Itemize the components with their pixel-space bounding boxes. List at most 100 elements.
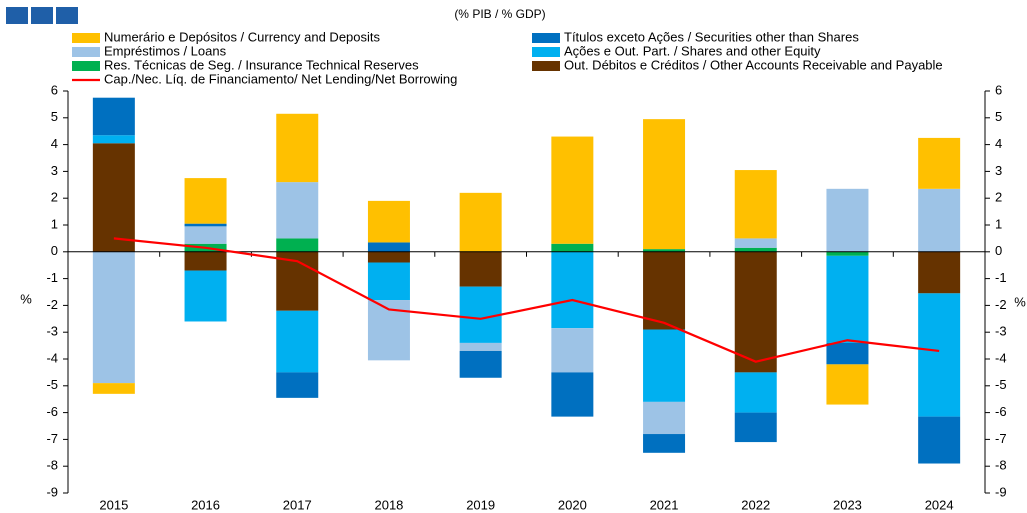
legend-label: Numerário e Depósitos / Currency and Dep…: [104, 29, 381, 44]
bar: [459, 350, 502, 378]
bar: [734, 170, 777, 239]
bar: [551, 251, 594, 329]
x-tick-label: 2023: [833, 497, 862, 512]
y-tick-label: 0: [51, 243, 58, 258]
y2-tick-label: 5: [995, 109, 1002, 124]
y2-tick-label: 2: [995, 190, 1002, 205]
bar: [734, 412, 777, 443]
y2-tick-label: 6: [995, 82, 1002, 97]
bar: [734, 251, 777, 373]
bar: [184, 270, 227, 322]
bar: [459, 251, 502, 287]
bar: [918, 137, 961, 189]
bar: [643, 434, 686, 453]
bar: [643, 251, 686, 330]
y2-tick-label: 1: [995, 216, 1002, 231]
y2-tick-label: -8: [995, 458, 1007, 473]
legend-label: Ações e Out. Part. / Shares and other Eq…: [564, 43, 821, 58]
bar: [551, 372, 594, 417]
y-tick-label: 6: [51, 82, 58, 97]
x-tick-label: 2021: [650, 497, 679, 512]
x-tick-label: 2019: [466, 497, 495, 512]
legend-swatch: [72, 33, 100, 43]
y2-axis-label: %: [1014, 294, 1026, 309]
bar: [826, 188, 869, 252]
y2-tick-label: -6: [995, 404, 1007, 419]
y-tick-label: -1: [46, 270, 58, 285]
bar: [551, 328, 594, 373]
y-tick-label: -4: [46, 350, 58, 365]
y-tick-label: 4: [51, 136, 58, 151]
legend-swatch: [532, 47, 560, 57]
y-tick-label: -5: [46, 377, 58, 392]
bar: [551, 136, 594, 244]
bar: [184, 251, 227, 271]
legend-label: Out. Débitos e Créditos / Other Accounts…: [564, 57, 943, 72]
x-tick-label: 2024: [925, 497, 954, 512]
bar: [367, 262, 410, 301]
bar: [918, 251, 961, 294]
y2-tick-label: -4: [995, 350, 1007, 365]
y2-tick-label: 3: [995, 163, 1002, 178]
y-tick-label: 5: [51, 109, 58, 124]
bar: [459, 342, 502, 351]
bar: [184, 223, 227, 227]
x-tick-label: 2016: [191, 497, 220, 512]
bar: [643, 249, 686, 252]
y-tick-label: -7: [46, 431, 58, 446]
y-tick-label: -3: [46, 324, 58, 339]
logo: [56, 7, 78, 24]
logo: [31, 7, 53, 24]
bar: [367, 251, 410, 263]
bar: [734, 238, 777, 248]
legend-swatch: [532, 33, 560, 43]
y-tick-label: -6: [46, 404, 58, 419]
x-tick-label: 2017: [283, 497, 312, 512]
bar: [643, 401, 686, 435]
bar: [459, 192, 502, 252]
x-tick-label: 2020: [558, 497, 587, 512]
bar: [184, 178, 227, 224]
legend-label: Cap./Nec. Líq. de Financiamento/ Net Len…: [104, 71, 457, 86]
y2-tick-label: -3: [995, 324, 1007, 339]
legend-swatch: [72, 47, 100, 57]
bar: [826, 251, 869, 256]
bar: [184, 226, 227, 244]
bar: [92, 97, 135, 136]
y2-tick-label: -1: [995, 270, 1007, 285]
line: [113, 237, 940, 363]
y2-tick-label: 0: [995, 243, 1002, 258]
bar: [92, 383, 135, 394]
bar: [92, 135, 135, 144]
x-tick-label: 2022: [741, 497, 770, 512]
y-tick-label: -9: [46, 484, 58, 499]
bar: [276, 372, 319, 398]
bar: [367, 200, 410, 243]
bar: [276, 238, 319, 252]
bar: [459, 286, 502, 343]
y2-tick-label: -5: [995, 377, 1007, 392]
bar: [276, 113, 319, 183]
bar: [826, 364, 869, 405]
bar: [643, 329, 686, 402]
y-tick-label: -2: [46, 297, 58, 312]
y-tick-label: -8: [46, 458, 58, 473]
y-tick-label: 1: [51, 216, 58, 231]
bar: [918, 293, 961, 417]
y2-tick-label: -2: [995, 297, 1007, 312]
bar: [551, 243, 594, 252]
x-tick-label: 2018: [374, 497, 403, 512]
y2-tick-label: -7: [995, 431, 1007, 446]
y-axis-label: %: [20, 291, 32, 306]
legend-swatch: [532, 61, 560, 71]
x-tick-label: 2015: [99, 497, 128, 512]
legend-label: Títulos exceto Ações / Securities other …: [564, 29, 859, 44]
bar: [826, 255, 869, 343]
bar: [918, 188, 961, 252]
legend-label: Res. Técnicas de Seg. / Insurance Techni…: [104, 57, 419, 72]
bar: [734, 372, 777, 413]
y-tick-label: 2: [51, 190, 58, 205]
y2-tick-label: -9: [995, 484, 1007, 499]
y-tick-label: 3: [51, 163, 58, 178]
